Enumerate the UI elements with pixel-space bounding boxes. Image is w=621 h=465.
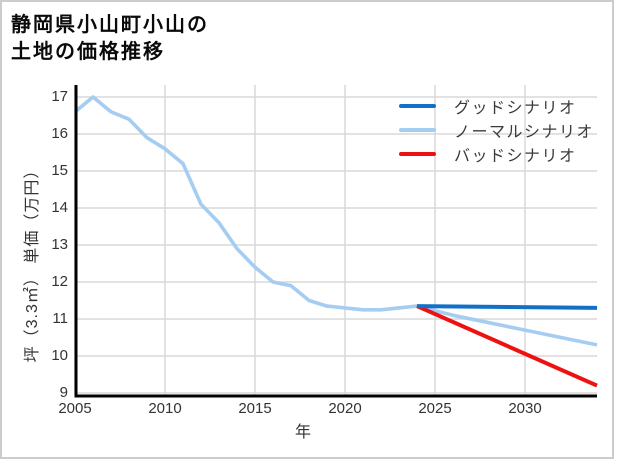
y-tick-label: 11 xyxy=(52,310,68,327)
series-line-normal-scenario xyxy=(73,95,598,347)
legend-label-normal: ノーマルシナリオ xyxy=(454,124,595,141)
x-axis-label: 年 xyxy=(294,424,311,441)
chart-title: 静岡県小山町小山の 土地の価格推移 xyxy=(11,12,209,66)
legend-item-good-scenario: グッドシナリオ xyxy=(399,94,594,118)
chart-title-line-1: 静岡県小山町小山の xyxy=(11,14,209,36)
y-tick-label: 9 xyxy=(59,384,68,401)
chart-title-line-2: 土地の価格推移 xyxy=(11,41,165,63)
x-tick-label: 2010 xyxy=(148,400,182,417)
y-tick-label: 12 xyxy=(51,273,68,290)
y-tick-label: 16 xyxy=(51,125,68,142)
chart-legend: グッドシナリオ ノーマルシナリオ バッドシナリオ xyxy=(399,94,594,166)
series-line-bad-scenario xyxy=(416,304,598,388)
x-tick-label: 2030 xyxy=(508,400,542,417)
y-axis-label: 坪（3.3㎡） 単価（万円） xyxy=(24,161,41,363)
x-tick-label: 2015 xyxy=(238,400,272,417)
x-tick-label: 2020 xyxy=(328,400,362,417)
y-tick-label: 10 xyxy=(51,347,68,364)
series-line-good-scenario xyxy=(416,304,598,310)
legend-item-normal-scenario: ノーマルシナリオ xyxy=(399,118,594,142)
y-tick-label: 17 xyxy=(51,88,68,105)
legend-item-bad-scenario: バッドシナリオ xyxy=(399,142,594,166)
y-tick-label: 13 xyxy=(51,236,68,253)
y-tick-label: 14 xyxy=(51,199,68,216)
legend-label-bad: バッドシナリオ xyxy=(454,148,577,165)
x-tick-label: 2005 xyxy=(58,400,92,417)
legend-swatch-bad-icon xyxy=(399,152,436,156)
legend-swatch-normal-icon xyxy=(399,128,436,132)
x-tick-label: 2025 xyxy=(418,400,452,417)
legend-label-good: グッドシナリオ xyxy=(454,100,577,117)
legend-swatch-good-icon xyxy=(399,104,436,108)
y-tick-label: 15 xyxy=(51,162,68,179)
